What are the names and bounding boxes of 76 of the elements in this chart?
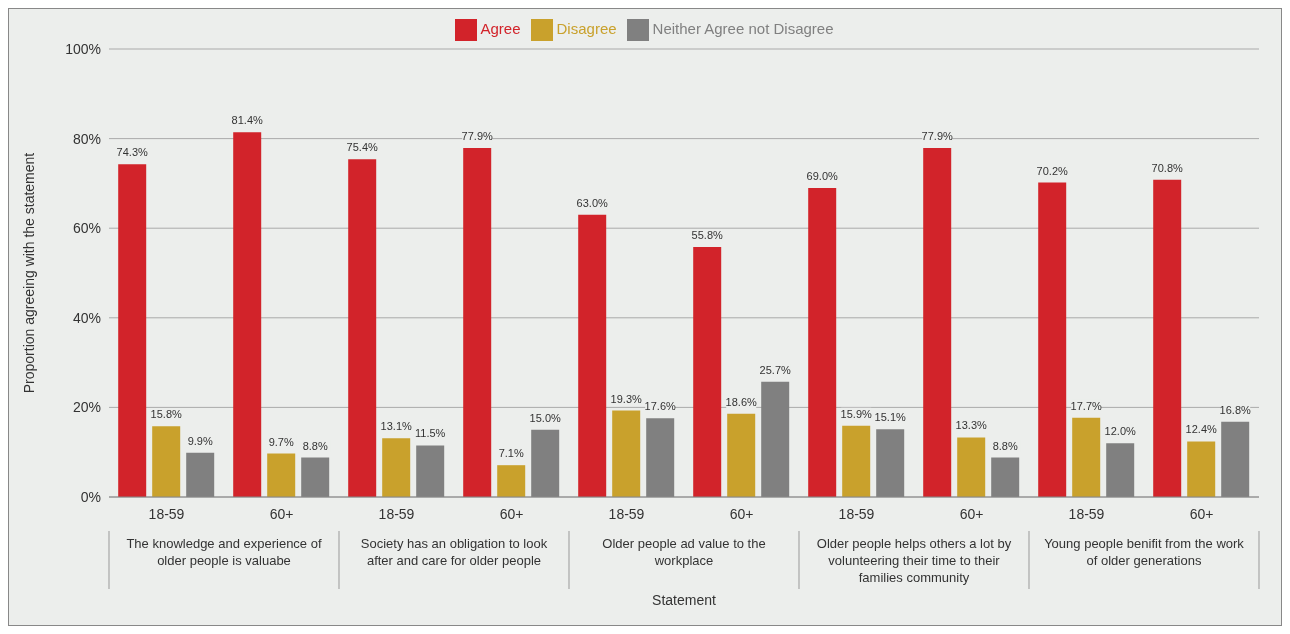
data-label: 77.9% (461, 130, 494, 143)
bar (1038, 182, 1067, 497)
data-label: 17.6% (644, 400, 677, 413)
text: Young people benifit from the work of older generations (1043, 535, 1245, 569)
data-label: 25.7% (759, 363, 792, 376)
data-label: 16.8% (1219, 403, 1252, 416)
data-label: 75.4% (346, 141, 379, 154)
data-label: 12.4% (1185, 423, 1218, 436)
x-tick-label: 18-59 (378, 506, 415, 522)
x-tick-label: 18-59 (148, 506, 185, 522)
data-label: 13.1% (380, 420, 413, 433)
bar (152, 426, 181, 497)
legend-label: Neither Agree not Disagree (652, 19, 834, 37)
text: The knowledge and experience of older people is valuabe (125, 535, 323, 569)
bar (1187, 441, 1216, 497)
data-label: 18.6% (725, 395, 758, 408)
x-tick-label: 18-59 (1068, 506, 1105, 522)
data-label: 7.1% (498, 447, 524, 460)
data-label: 11.5% (415, 427, 446, 440)
bar (842, 425, 871, 497)
y-tick-label: 100% (65, 40, 101, 57)
legend-label: Agree (480, 19, 521, 37)
data-label: 70.2% (1036, 164, 1069, 177)
data-label: 15.0% (529, 411, 562, 424)
x-tick-label: 18-59 (838, 506, 875, 522)
data-label: 55.8% (691, 229, 724, 242)
bar (463, 148, 492, 497)
text: Society has an obligation to look after and care for older people (359, 535, 549, 569)
x-axis-title: Statement (652, 592, 717, 608)
data-label: 77.9% (921, 130, 954, 143)
bar (382, 438, 411, 497)
x-tick-label: 60+ (499, 506, 524, 522)
y-tick-label: 0% (80, 488, 101, 505)
data-label: 8.8% (992, 439, 1018, 452)
text: Older people ad value to the workplace (601, 535, 767, 569)
bar (578, 214, 607, 497)
bar (923, 148, 952, 497)
data-label: 13.3% (955, 419, 988, 432)
bar (727, 413, 756, 497)
bar (497, 465, 526, 497)
y-tick-label: 80% (72, 130, 101, 147)
bar (348, 159, 377, 497)
data-label: 15.8% (150, 408, 183, 421)
y-axis-title: Proportion agreeing with the statement (20, 152, 37, 394)
x-tick-label: 60+ (269, 506, 294, 522)
text: Older people helps others a lot by volunteering their time to their families community (815, 535, 1013, 586)
legend-label: Disagree (556, 19, 617, 37)
bar (233, 132, 262, 497)
x-tick-label: 60+ (729, 506, 754, 522)
data-label: 15.1% (874, 411, 907, 424)
data-label: 9.7% (268, 435, 294, 448)
x-tick-label: 60+ (959, 506, 984, 522)
data-label: 63.0% (576, 196, 609, 209)
x-tick-label: 60+ (1189, 506, 1214, 522)
data-label: 70.8% (1151, 161, 1184, 174)
y-tick-label: 40% (72, 309, 101, 326)
data-label: 74.3% (116, 146, 149, 159)
data-label: 19.3% (610, 392, 643, 405)
data-label: 9.9% (187, 434, 213, 447)
bar (1153, 179, 1182, 497)
bar (1072, 417, 1101, 497)
data-label: 17.7% (1070, 399, 1103, 412)
data-label: 12.0% (1104, 425, 1137, 438)
bar (267, 453, 296, 497)
y-tick-label: 20% (72, 399, 101, 416)
data-label: 81.4% (231, 114, 264, 127)
y-tick-label: 60% (72, 220, 101, 237)
data-label: 15.9% (840, 407, 873, 420)
bar (693, 247, 722, 497)
data-label: 69.0% (806, 169, 839, 182)
bar (118, 164, 147, 497)
bar (612, 410, 641, 497)
data-label: 8.8% (302, 439, 328, 452)
bar (808, 187, 837, 497)
bar (957, 437, 986, 497)
x-tick-label: 18-59 (608, 506, 645, 522)
